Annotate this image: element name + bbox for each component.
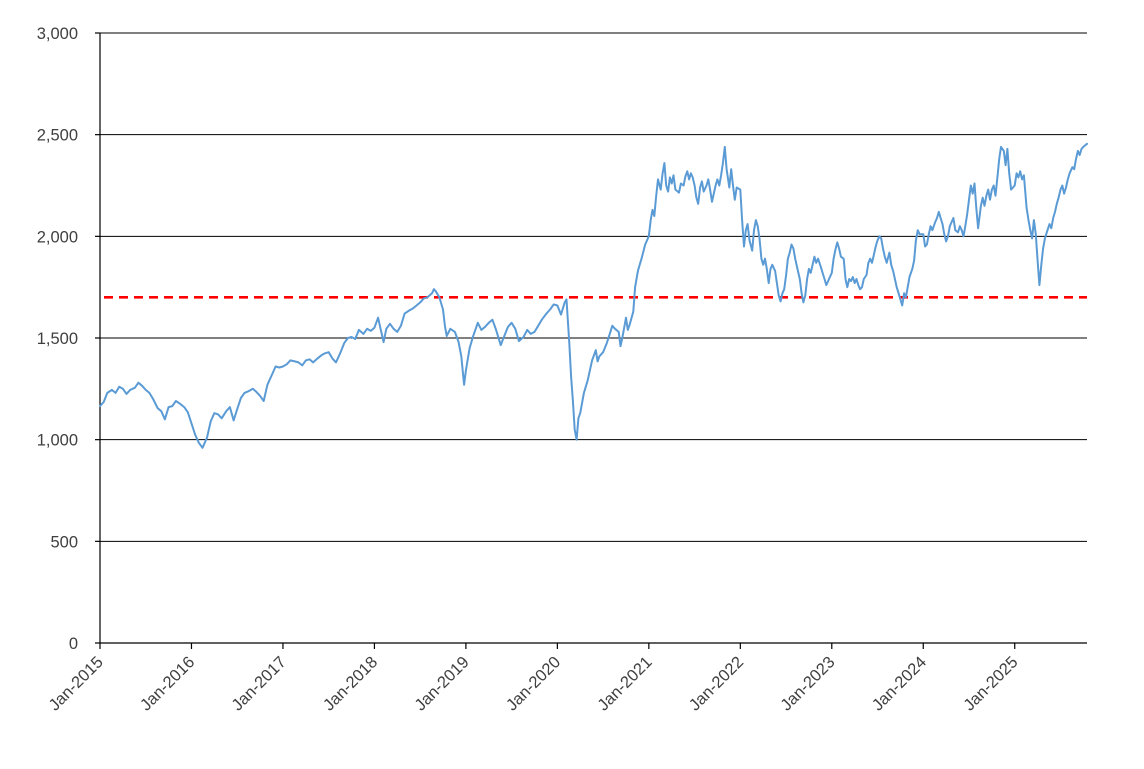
- y-axis-tick-label: 1,000: [37, 432, 78, 450]
- y-axis-tick-label: 2,000: [37, 228, 78, 246]
- y-axis-tick-label: 3,000: [37, 25, 78, 43]
- y-axis-tick-label: 500: [50, 533, 78, 551]
- data-series-line: [99, 142, 1088, 449]
- y-axis-tick-label: 0: [69, 635, 78, 653]
- y-axis-tick-label: 2,500: [37, 127, 78, 145]
- y-axis-tick-label: 1,500: [37, 330, 78, 348]
